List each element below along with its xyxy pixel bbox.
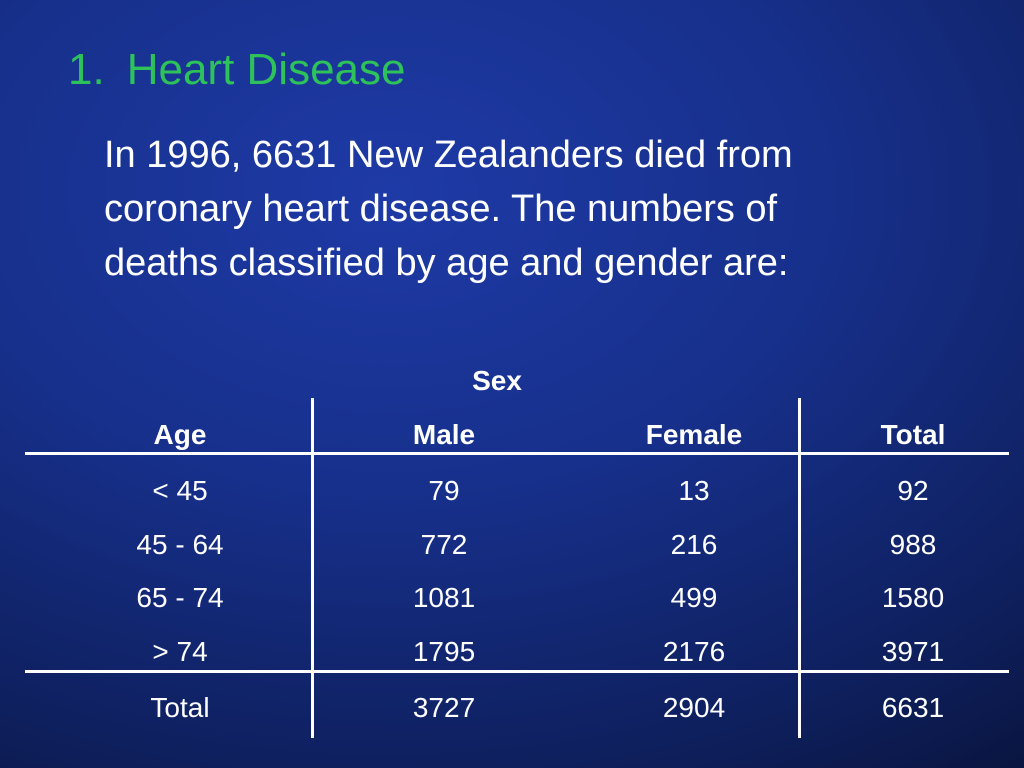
table-cell: 1081 bbox=[412, 582, 476, 613]
table-cell: 45 - 64 bbox=[136, 529, 224, 560]
slide-title-text: Heart Disease bbox=[126, 45, 406, 94]
intro-line: deaths classified by age and gender are: bbox=[104, 242, 789, 284]
total-cell: 3727 bbox=[412, 692, 476, 723]
table-cell: 13 bbox=[678, 475, 710, 506]
table-cell: 65 - 74 bbox=[136, 582, 224, 613]
slide-title-number: 1. bbox=[68, 45, 105, 94]
intro-line: coronary heart disease. The numbers of bbox=[104, 188, 778, 230]
header-age: Age bbox=[153, 419, 207, 450]
table-cell: 988 bbox=[889, 529, 937, 560]
header-rule bbox=[25, 452, 1009, 455]
column-divider-right bbox=[798, 398, 801, 738]
total-cell: 2904 bbox=[662, 692, 726, 723]
table-cell: 92 bbox=[897, 475, 929, 506]
header-total: Total bbox=[880, 419, 946, 450]
table-cell: 2176 bbox=[662, 636, 726, 667]
table-cell: < 45 bbox=[152, 475, 208, 506]
header-female: Female bbox=[645, 419, 743, 450]
slide-title: 1. Heart Disease bbox=[68, 44, 405, 97]
sex-group-header: Sex bbox=[472, 365, 522, 396]
table-cell: 1580 bbox=[881, 582, 945, 613]
total-cell: 6631 bbox=[881, 692, 945, 723]
table-cell: 772 bbox=[420, 529, 468, 560]
table-cell: 1795 bbox=[412, 636, 476, 667]
intro-line: In 1996, 6631 New Zealanders died from bbox=[104, 134, 793, 176]
table-cell: 3971 bbox=[881, 636, 945, 667]
table-cell: 79 bbox=[428, 475, 460, 506]
table-cell: > 74 bbox=[152, 636, 208, 667]
total-row-label: Total bbox=[150, 692, 210, 723]
intro-paragraph: In 1996, 6631 New Zealanders died from c… bbox=[104, 128, 984, 290]
table-cell: 216 bbox=[670, 529, 718, 560]
column-divider-left bbox=[311, 398, 314, 738]
table-cell: 499 bbox=[670, 582, 718, 613]
total-rule bbox=[25, 670, 1009, 673]
header-male: Male bbox=[412, 419, 476, 450]
